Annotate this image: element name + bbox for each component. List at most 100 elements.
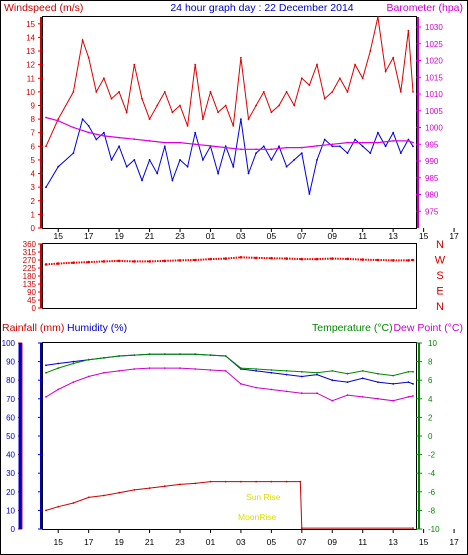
wind-gust-series-point [339,77,341,80]
wind-gust-series-point [232,125,235,127]
direction-trace [210,257,226,261]
climate-x-tick-label: 15 [419,537,429,547]
rainfall-series-point [209,480,212,483]
wind-gust-series [45,16,414,147]
wind-average-series-point [331,145,334,148]
moonrise-annotation: MoonRise [238,512,277,522]
rainfall-series-point [194,482,197,485]
barometer-axis-title: Barometer (hpa) [387,2,463,14]
wind-average-series-point [45,186,47,189]
direction-trace [240,256,257,259]
barometer-series-point [72,126,75,129]
temperature-y-tick-label: -10 [428,525,440,534]
direction-y-tick-label: 225 [23,264,37,273]
wind-average-series-point [316,159,318,161]
wind-average-series-point [194,131,197,134]
climate-x-tick-label: 01 [206,537,216,547]
rain-humidity-y-tick-label: 10 [6,506,15,515]
humidity-series-point [407,381,410,383]
temperature-series-point [270,369,273,371]
barometer-series-point [346,141,349,144]
wind-gust-series-point [407,29,410,32]
wind-average-series-point [346,152,349,155]
wind-average-series-point [163,145,166,148]
barometer-series-point [163,141,166,144]
wind-x-tick-label: 13 [388,231,398,241]
temperature-y-tick-label: 0 [428,432,433,441]
wind-y-tick-label: 14 [26,33,35,42]
wind-gust-series-point [346,91,349,93]
direction-trace [195,258,211,261]
direction-y-tick-label: 135 [23,280,37,289]
barometer-series-point [300,146,303,149]
compass-label: S [436,270,443,282]
wind-y-tick-label: 4 [31,170,36,179]
wind-panel-frame [42,16,417,229]
rainfall-series-point [72,502,75,504]
direction-y-tick-label: 315 [23,248,37,257]
wind-x-tick-label: 03 [236,231,246,241]
temperature-series-point [346,372,349,375]
wind-average-series [45,118,414,195]
climate-x-tick-label: 23 [175,537,185,547]
wind-average-series-point [110,159,113,161]
wind-average-series-point [141,179,143,182]
barometer-y-tick-label: 1025 [425,40,443,49]
barometer-y-tick-label: 975 [425,207,439,216]
rainfall-series-point [163,485,166,488]
wind-average-series-point [232,165,235,168]
dewpoint-series-point [392,399,395,402]
direction-trace [347,257,363,261]
wind-average-series-point [300,152,303,155]
humidity-series-point [57,362,60,365]
wind-average-series-point [133,159,136,161]
temperature-series-point [209,354,212,356]
wind-average-series-point [148,159,151,161]
temperature-series-point [118,355,120,357]
rain-humidity-y-tick-label: 80 [6,376,15,385]
wind-y-tick-label: 3 [31,183,36,192]
wind-gust-series-point [57,118,60,120]
temperature-y-tick-label: 8 [428,358,433,367]
wind-y-tick-label: 7 [31,129,36,138]
dewpoint-series-point [240,383,242,385]
wind-gust-series-point [202,118,204,120]
wind-gust-series-point [103,77,105,80]
direction-trace [164,259,181,262]
temperature-y-tick-label: 10 [428,339,437,348]
barometer-series [45,116,414,150]
wind-gust-series-point [171,111,174,114]
wind-average-series-point [399,152,402,155]
wind-y-tick-label: 6 [31,142,36,151]
wind-gust-series-point [270,111,273,114]
sunrise-annotation: Sun Rise [246,492,281,502]
dewpoint-series-point [255,386,257,389]
temperature-series-point [316,371,318,374]
dewpoint-series-point [270,388,273,391]
humidity-series-point [392,383,395,385]
temperature-y-tick-label: -4 [428,469,436,478]
compass-label: W [435,255,446,267]
wind-average-series-point [57,165,60,168]
dewpoint-series-point [133,368,136,370]
temperature-series-point [240,367,242,369]
wind-gust-series-point [316,63,318,66]
wind-average-series-point [407,138,410,141]
rainfall-series-point [255,480,257,483]
climate-x-tick-label: 05 [267,537,277,547]
barometer-series-point [57,119,60,122]
rain-humidity-y-tick-label: 70 [6,395,15,404]
climate-x-tick-label: 21 [145,537,155,547]
wind-gust-series-point [156,104,159,107]
wind-average-series-point [186,165,189,168]
wind-gust-series-point [369,50,372,52]
wind-gust-series-point [224,104,227,107]
barometer-y-tick-label: 1010 [425,90,443,99]
barometer-series-point [224,146,227,149]
wind-y-tick-label: 5 [31,156,36,165]
dewpoint-series-point [72,381,75,383]
wind-x-tick-label: 21 [145,231,155,241]
wind-x-tick-label: 09 [328,231,338,241]
humidity-series-point [300,375,303,378]
direction-y-tick-label: 90 [27,288,36,297]
